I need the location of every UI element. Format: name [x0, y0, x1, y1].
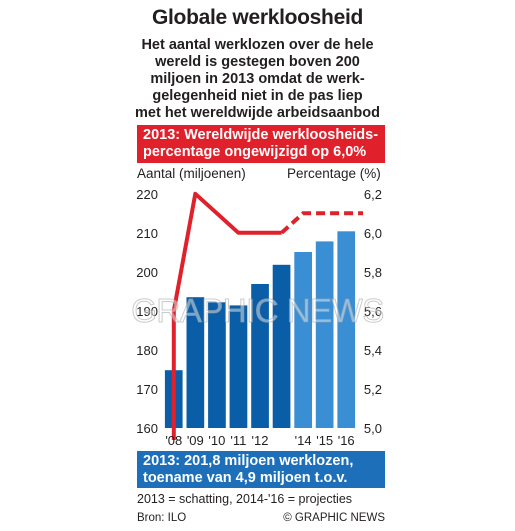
- left-axis-ticks: 160 170 180 190 200 210 220: [136, 187, 158, 436]
- right-tick-label: 5,0: [364, 421, 382, 436]
- left-tick-label: 170: [136, 382, 158, 397]
- x-tick-label: '12: [252, 433, 269, 448]
- left-tick-label: 220: [136, 187, 158, 202]
- annotation-blue-line: 2013: 201,8 miljoen werklozen,: [143, 453, 354, 469]
- source: Bron: ILO: [137, 512, 187, 524]
- bar-'15: [315, 241, 334, 428]
- right-tick-label: 6,0: [364, 226, 382, 241]
- bar-'10: [208, 302, 226, 428]
- bar-'09: [186, 297, 205, 428]
- annotation-red-line: percentage ongewijzigd op 6,0%: [143, 144, 367, 160]
- right-tick-label: 5,2: [364, 382, 382, 397]
- unemployment-rate-projection-line: [280, 211, 363, 235]
- right-tick-label: 5,6: [364, 304, 382, 319]
- left-tick-label: 210: [136, 226, 158, 241]
- chart-title: Globale werkloosheid: [151, 6, 364, 29]
- left-tick-label: 180: [136, 343, 158, 358]
- subtitle-line: miljoen in 2013 omdat de werk-: [150, 71, 365, 87]
- annotation-blue: 2013: 201,8 miljoen werklozen, toename v…: [137, 451, 385, 503]
- left-tick-label: 200: [136, 265, 158, 280]
- bars-group: [164, 231, 356, 428]
- subtitle-line: gelegenheid niet in de pas liep: [152, 88, 363, 104]
- bar-'11: [229, 305, 248, 428]
- bar-'14: [294, 252, 312, 428]
- x-axis-ticks: '08 '09 '10 '11 '12 '14 '15 '16: [165, 433, 354, 448]
- unemployment-rate-line: [171, 191, 282, 440]
- credit: © GRAPHIC NEWS: [283, 512, 385, 524]
- bar-'12: [251, 284, 269, 428]
- right-tick-label: 5,8: [364, 265, 382, 280]
- x-tick-label: '08: [165, 433, 182, 448]
- subtitle-line: met het wereldwijde arbeidsaanbod: [135, 105, 380, 121]
- x-tick-label: '15: [316, 433, 333, 448]
- subtitle-line: wereld is gestegen boven 200: [155, 54, 360, 70]
- right-axis-ticks: 5,0 5,2 5,4 5,6 5,8 6,0 6,2: [364, 187, 382, 436]
- right-tick-label: 5,4: [364, 343, 382, 358]
- right-axis-label: Percentage (%): [287, 166, 381, 181]
- bar-2013: [272, 264, 291, 428]
- chart-subtitle: Het aantal werklozen over de hele wereld…: [130, 37, 385, 122]
- x-tick-label: '09: [187, 433, 204, 448]
- left-tick-label: 160: [136, 421, 158, 436]
- annotation-red: 2013: Wereldwijde werkloosheids- percent…: [137, 125, 385, 163]
- right-tick-label: 6,2: [364, 187, 382, 202]
- x-tick-label: '10: [208, 433, 225, 448]
- footnote: 2013 = schatting, 2014-'16 = projecties: [137, 492, 353, 506]
- line-group: [171, 191, 363, 440]
- x-tick-label: '14: [295, 433, 312, 448]
- bar-'16: [337, 231, 356, 428]
- x-tick-label: '16: [338, 433, 355, 448]
- x-tick-label: '11: [230, 433, 246, 448]
- subtitle-line: Het aantal werklozen over de hele: [141, 37, 374, 53]
- annotation-blue-line: toename van 4,9 miljoen t.o.v. 2012: [143, 470, 348, 503]
- left-axis-label: Aantal (miljoenen): [137, 166, 246, 181]
- annotation-red-line: 2013: Wereldwijde werkloosheids-: [143, 127, 379, 143]
- left-tick-label: 190: [136, 304, 158, 319]
